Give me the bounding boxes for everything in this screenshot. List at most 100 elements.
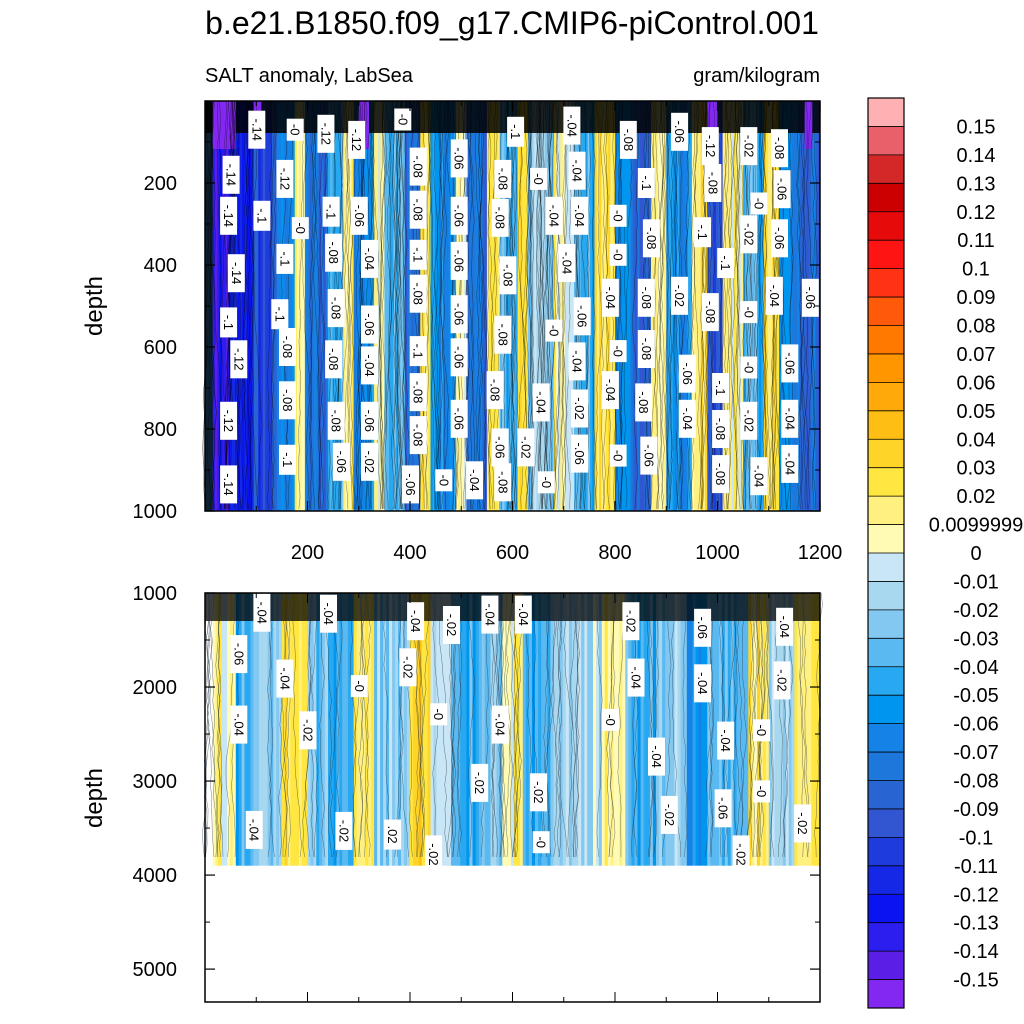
lower-contour-label-box: [622, 602, 640, 641]
upper-contour-line: [655, 100, 668, 510]
upper-contour-label-text: -0: [611, 210, 626, 222]
upper-stripe-cell: [763, 101, 767, 511]
upper-contour-label-text: -.04: [570, 350, 585, 372]
upper-stripe-cell: [759, 101, 762, 511]
upper-stripe-cell: [668, 101, 671, 511]
upper-contour-label-box: [750, 457, 768, 496]
upper-stripe-cell: [221, 101, 225, 511]
upper-stripe-cell: [489, 101, 492, 511]
upper-stripe-cell: [260, 101, 264, 511]
lower-contour-label: -.02: [530, 773, 548, 812]
upper-contour-label-box: [220, 196, 238, 235]
upper-contour-label-box: [740, 401, 758, 440]
lower-contour-label-text: -.02: [775, 669, 790, 691]
lower-stripe-cell: [587, 593, 591, 866]
lower-stripe-cell: [514, 593, 518, 866]
lower-contour-line: [218, 592, 222, 858]
lower-stripe-cell: [319, 593, 323, 866]
upper-stripe-cell: [540, 101, 544, 511]
lower-stripe-cell: [365, 593, 369, 866]
upper-contour-label: -.08: [409, 274, 427, 313]
lower-stripe-cell: [374, 593, 378, 866]
lower-stripe-cell: [692, 593, 696, 866]
upper-contour-line: [310, 100, 321, 510]
colorbar-swatch: [868, 808, 904, 838]
upper-contour-line: [510, 100, 519, 510]
lower-contour-line: [746, 592, 758, 858]
upper-contour-label: -.06: [671, 112, 689, 151]
lower-stripe-cell: [797, 593, 801, 866]
upper-contour-label-text: -.1: [272, 307, 287, 322]
upper-ytick-label: 1000: [133, 501, 178, 523]
upper-contour-line: [475, 100, 481, 510]
lower-contour-label: -.04: [245, 810, 263, 849]
upper-xtick-label: 600: [496, 542, 529, 564]
upper-contour-label-box: [361, 305, 378, 344]
colorbar-swatch: [868, 752, 904, 781]
upper-contour-label: -.08: [325, 340, 343, 379]
upper-contour-label: -.06: [491, 428, 509, 467]
upper-stripe-cell: [237, 101, 241, 511]
upper-contour-line: [384, 100, 393, 510]
upper-contour-label: -0: [545, 319, 563, 342]
upper-contour-label: -.04: [568, 151, 586, 190]
lower-stripe-cell: [674, 593, 678, 866]
upper-contour-label: -.14: [222, 155, 240, 194]
upper-contour-label-text: -.04: [603, 287, 618, 309]
lower-contour-line: [208, 592, 219, 858]
upper-contour-label-text: -.1: [277, 251, 292, 266]
upper-contour-label-text: -.06: [803, 287, 818, 309]
upper-contour-label-box: [558, 244, 576, 282]
upper-stripe-cell: [441, 101, 444, 511]
lower-contour-label: -0: [350, 675, 368, 698]
upper-contour-line: [267, 100, 276, 510]
upper-contour-label-text: -.06: [641, 444, 656, 466]
upper-stripe-cell: [325, 101, 329, 511]
upper-contour-label: -.06: [678, 354, 696, 393]
lower-contour-label-box: [430, 703, 448, 726]
lower-contour-line: [766, 592, 775, 858]
upper-contour-label-box: [671, 112, 689, 151]
lower-stripe-cell: [535, 593, 539, 866]
lower-stripe-cell: [707, 593, 711, 866]
upper-contour-label-box: [394, 108, 412, 131]
upper-stripe-cell: [687, 101, 691, 511]
upper-contour-line: [690, 100, 700, 510]
upper-contour-line: [309, 100, 316, 510]
upper-contour-label: -.04: [781, 444, 799, 483]
upper-contour-label-text: -.04: [362, 248, 377, 270]
lower-stripe-cell: [698, 593, 702, 866]
lower-contour-label: -.04: [627, 658, 645, 697]
lower-stripe-cell: [439, 593, 443, 866]
upper-contour-label: -.08: [279, 328, 296, 366]
upper-contour-label-box: [637, 330, 655, 368]
lower-stripe-cell: [547, 593, 551, 866]
upper-contour-label-box: [609, 243, 627, 266]
upper-contour-label-text: -.12: [703, 135, 718, 157]
lower-stripe-cell: [330, 593, 334, 866]
upper-contour-label-box: [248, 110, 266, 149]
lower-contour-label-box: [532, 831, 550, 854]
upper-contour-label-text: -.08: [495, 168, 510, 190]
lower-stripe-cell: [218, 593, 222, 866]
upper-contour-label-text: -.1: [280, 452, 295, 467]
upper-contour-line: [395, 100, 403, 510]
upper-contour-label: -.08: [491, 198, 509, 237]
colorbar-swatch: [868, 98, 904, 127]
upper-contour-label-text: -.08: [636, 391, 651, 413]
upper-contour-label-text: -.08: [713, 463, 728, 485]
lower-stripe-cell: [454, 593, 458, 866]
upper-stripe-cell: [323, 101, 327, 511]
upper-contour-label-box: [491, 198, 509, 237]
colorbar-label: -0.15: [953, 970, 999, 992]
upper-contour-label-text: -.12: [349, 129, 364, 151]
upper-contour-label-box: [361, 239, 378, 278]
upper-contour-label: -.04: [601, 371, 619, 410]
upper-stripe-cell: [549, 101, 552, 511]
upper-stripe-cell: [212, 101, 216, 511]
upper-stripe-cell: [698, 101, 702, 511]
lower-stripe-cell: [404, 593, 408, 866]
upper-stripe-cell: [349, 101, 352, 511]
upper-contour-label: -.08: [704, 164, 722, 202]
lower-contour-label: -.04: [276, 659, 294, 698]
